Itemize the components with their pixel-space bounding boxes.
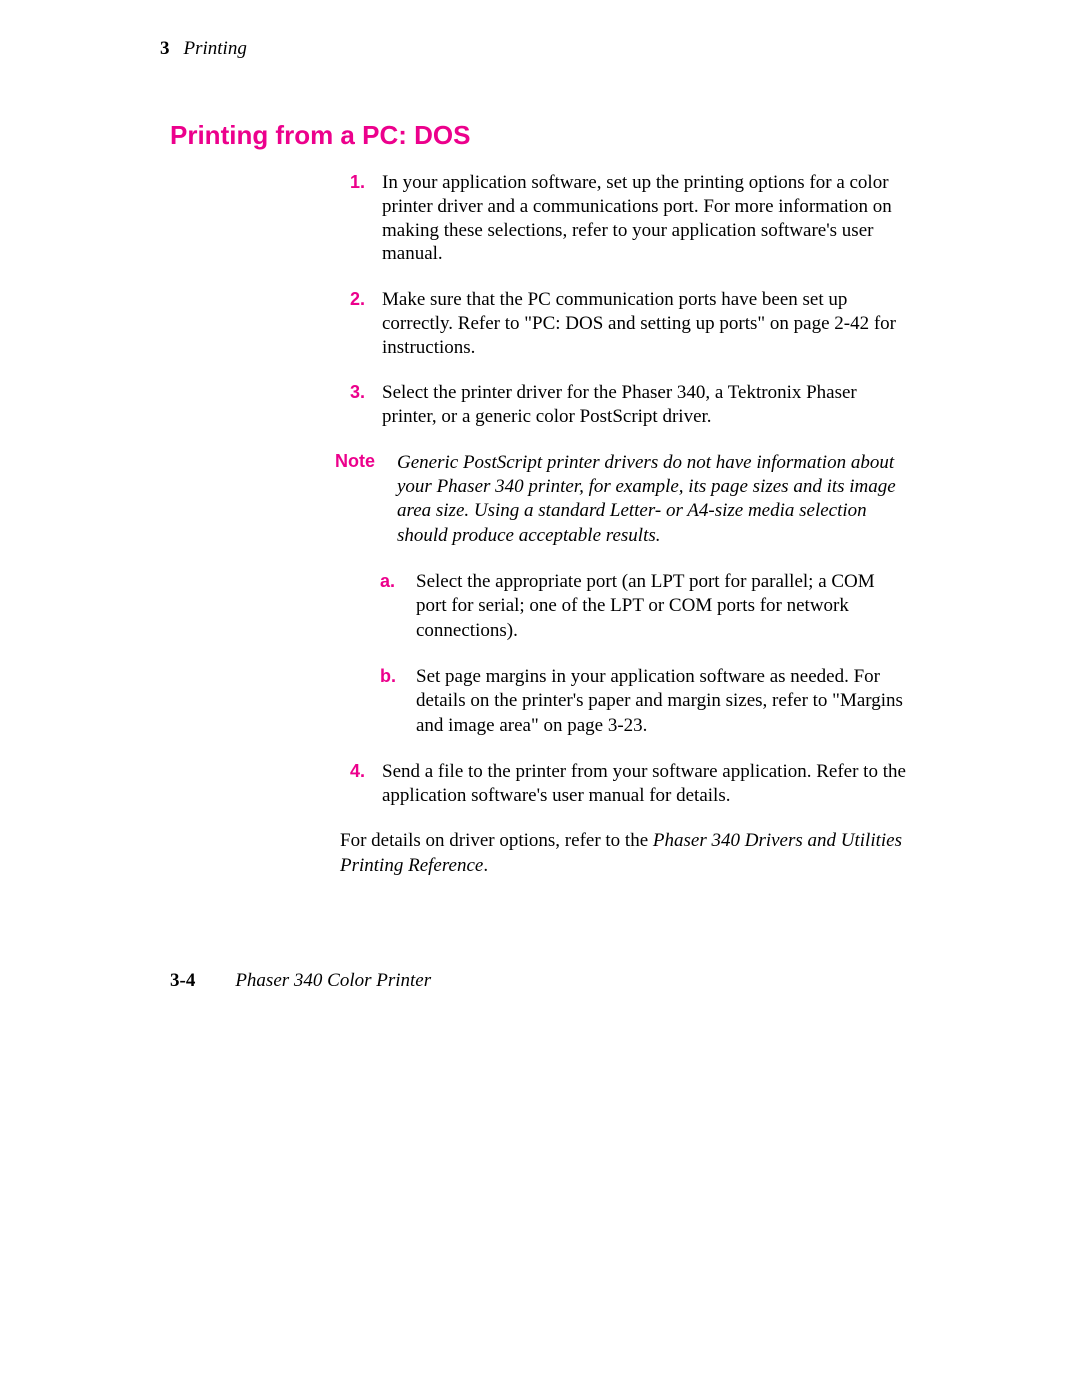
numbered-list-cont: 4. Send a file to the printer from your … [350, 760, 910, 808]
list-text: In your application software, set up the… [382, 172, 892, 264]
list-marker: 4. [350, 760, 365, 783]
note-block: Note Generic PostScript printer drivers … [335, 451, 910, 548]
section-heading: Printing from a PC: DOS [170, 120, 910, 151]
list-text: Select the appropriate port (an LPT port… [416, 571, 875, 641]
list-marker: 2. [350, 288, 365, 311]
list-item: 1. In your application software, set up … [350, 171, 910, 266]
list-item: a. Select the appropriate port (an LPT p… [380, 570, 910, 643]
note-text: Generic PostScript printer drivers do no… [397, 451, 910, 548]
list-text: Select the printer driver for the Phaser… [382, 382, 857, 427]
list-item: b. Set page margins in your application … [380, 665, 910, 738]
list-marker: 1. [350, 171, 365, 194]
list-item: 3. Select the printer driver for the Pha… [350, 381, 910, 429]
list-marker: a. [380, 570, 395, 593]
page: 3 Printing Printing from a PC: DOS 1. In … [0, 0, 1080, 1397]
list-item: 2. Make sure that the PC communication p… [350, 288, 910, 359]
list-marker: b. [380, 665, 396, 688]
chapter-title: Printing [184, 38, 247, 59]
list-text: Send a file to the printer from your sof… [382, 761, 906, 806]
product-name: Phaser 340 Color Printer [235, 970, 431, 991]
closing-paragraph: For details on driver options, refer to … [340, 829, 910, 878]
numbered-list: 1. In your application software, set up … [350, 171, 910, 429]
lettered-sublist: a. Select the appropriate port (an LPT p… [380, 570, 910, 738]
page-number: 3-4 [170, 970, 195, 991]
closing-pre: For details on driver options, refer to … [340, 830, 653, 851]
list-marker: 3. [350, 381, 365, 404]
list-text: Set page margins in your application sof… [416, 666, 903, 736]
list-text: Make sure that the PC communication port… [382, 289, 896, 358]
closing-post: . [483, 855, 488, 876]
running-header: 3 Printing [0, 38, 1080, 60]
list-item: 4. Send a file to the printer from your … [350, 760, 910, 808]
chapter-number: 3 [160, 38, 170, 59]
note-label: Note [335, 451, 397, 548]
main-content: Printing from a PC: DOS 1. In your appli… [0, 60, 1080, 878]
page-footer: 3-4 Phaser 340 Color Printer [170, 970, 431, 992]
